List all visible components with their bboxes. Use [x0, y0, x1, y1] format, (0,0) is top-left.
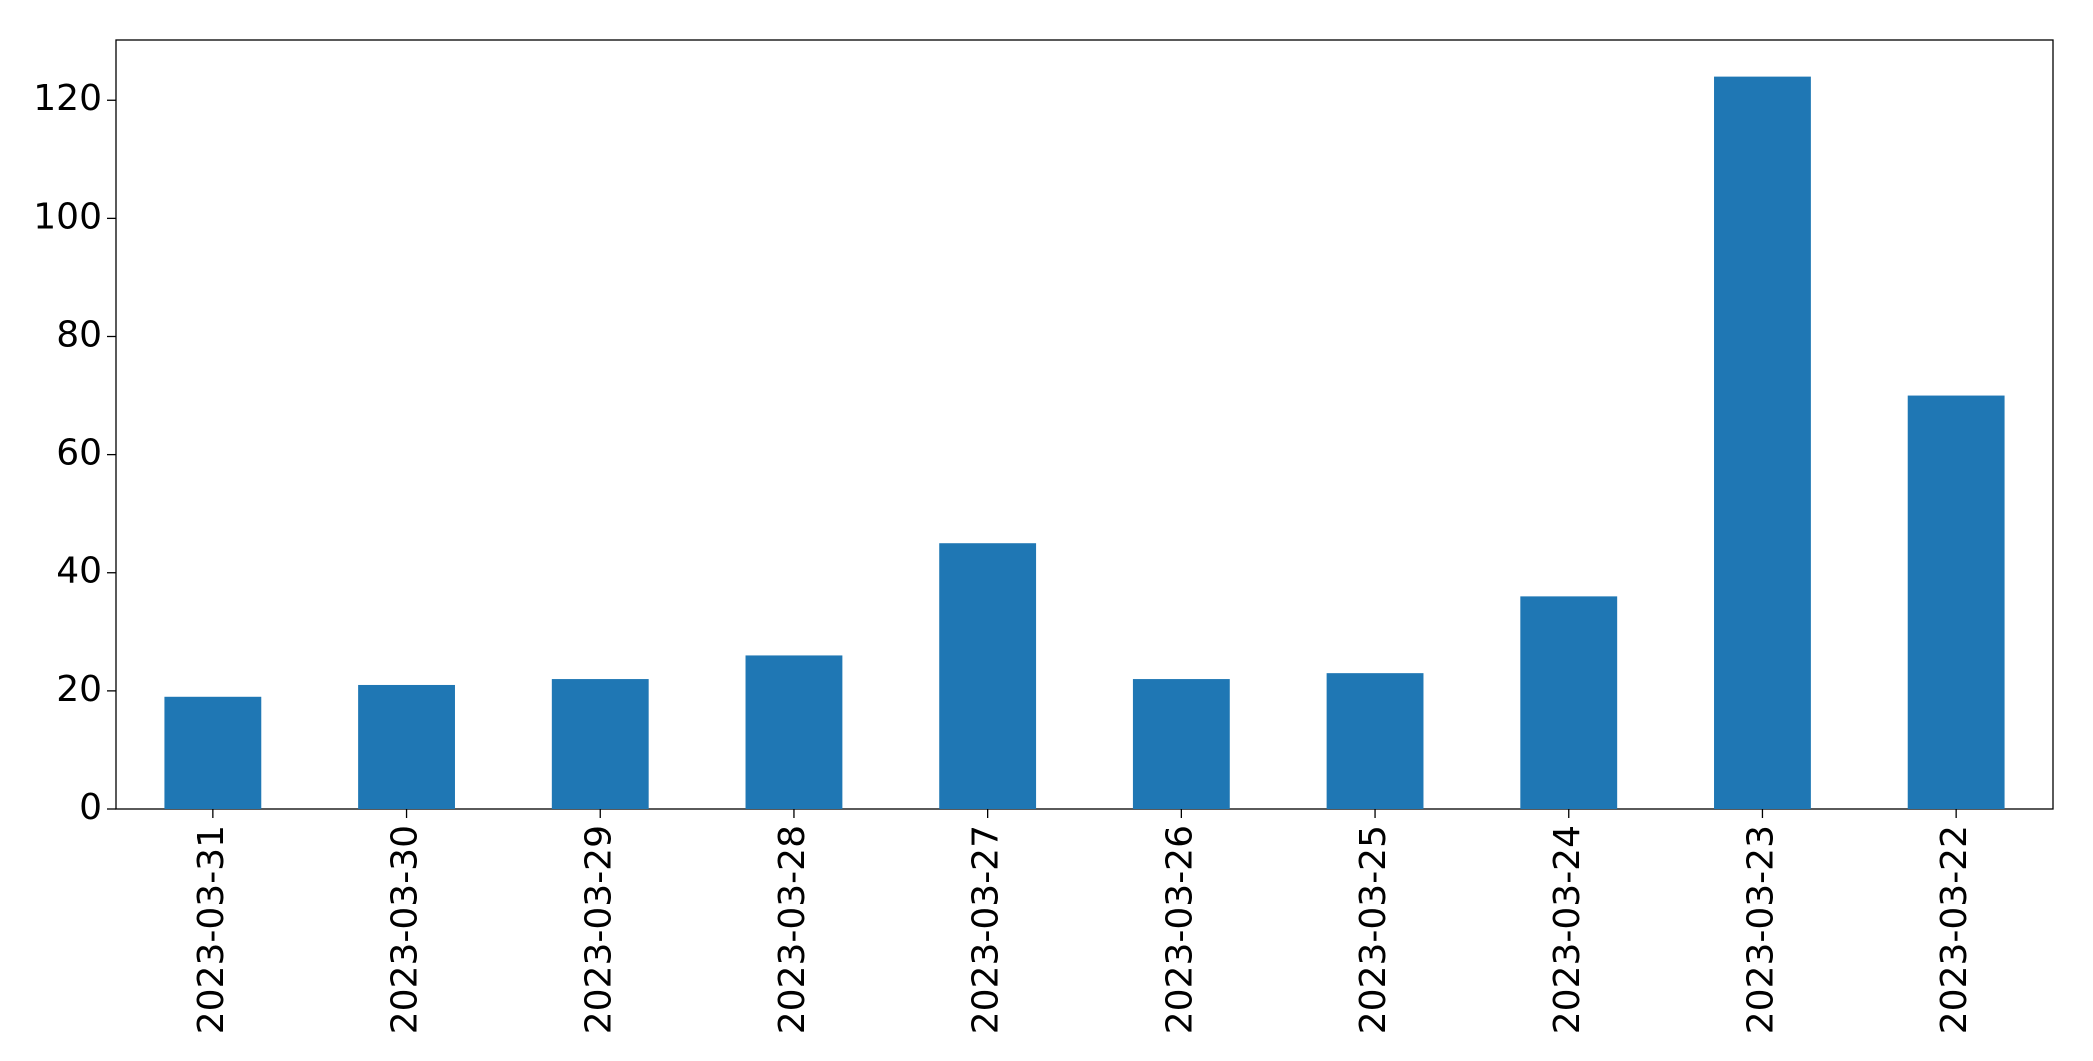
bar	[939, 543, 1037, 809]
bar	[358, 684, 455, 809]
y-tick-label: 120	[33, 78, 102, 119]
bar	[1714, 76, 1811, 810]
bar	[1907, 395, 2005, 809]
bar	[1520, 596, 1618, 809]
y-tick-label: 100	[33, 196, 102, 237]
bar	[745, 655, 843, 809]
x-tick-label: 2023-03-31	[191, 825, 232, 1034]
x-tick-label: 2023-03-26	[1159, 825, 1200, 1034]
bar	[1326, 673, 1424, 809]
x-tick-label: 2023-03-29	[578, 825, 619, 1034]
y-tick-label: 60	[56, 433, 102, 474]
y-tick-label: 20	[56, 669, 102, 710]
bar	[164, 696, 262, 809]
x-tick-label: 2023-03-23	[1740, 825, 1781, 1034]
bar	[1132, 679, 1230, 809]
bar	[551, 679, 649, 809]
x-tick-label: 2023-03-27	[966, 825, 1007, 1034]
x-tick-label: 2023-03-22	[1934, 825, 1975, 1034]
y-tick-label: 80	[56, 314, 102, 355]
x-tick-label: 2023-03-30	[385, 825, 426, 1034]
x-tick-label: 2023-03-24	[1547, 825, 1588, 1034]
plot-frame	[115, 39, 2054, 810]
y-tick-label: 40	[56, 551, 102, 592]
x-tick-label: 2023-03-25	[1353, 825, 1394, 1034]
x-tick-label: 2023-03-28	[772, 825, 813, 1034]
y-tick-label: 0	[79, 787, 102, 828]
